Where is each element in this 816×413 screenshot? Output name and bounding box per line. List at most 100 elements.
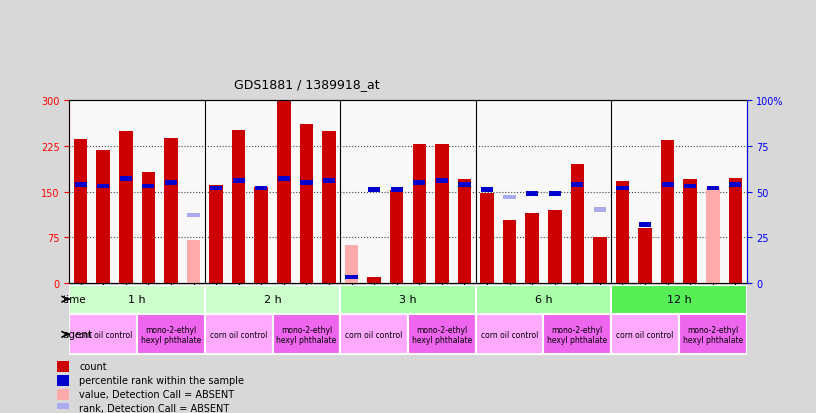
Bar — [662, 183, 674, 187]
Bar — [408, 315, 476, 354]
Text: value, Detection Call = ABSENT: value, Detection Call = ABSENT — [79, 389, 234, 399]
Bar — [69, 285, 205, 314]
Bar — [205, 285, 340, 314]
Bar — [277, 177, 290, 182]
Bar — [503, 221, 517, 283]
Text: 12 h: 12 h — [667, 294, 691, 304]
Text: 6 h: 6 h — [534, 294, 552, 304]
Bar — [255, 188, 268, 283]
Bar — [210, 186, 222, 191]
Bar — [165, 180, 177, 185]
Bar — [299, 124, 313, 283]
Text: corn oil control: corn oil control — [74, 330, 132, 339]
Bar — [684, 180, 697, 283]
Text: mono-2-ethyl
hexyl phthalate: mono-2-ethyl hexyl phthalate — [141, 325, 201, 344]
Bar — [707, 186, 719, 191]
Bar — [255, 186, 268, 191]
Bar — [526, 213, 539, 283]
Bar — [340, 285, 476, 314]
Bar — [459, 183, 471, 187]
Bar — [119, 132, 132, 283]
Bar — [345, 245, 358, 283]
Text: rank, Detection Call = ABSENT: rank, Detection Call = ABSENT — [79, 404, 229, 413]
Text: corn oil control: corn oil control — [616, 330, 674, 339]
Bar — [57, 389, 69, 400]
Bar — [526, 192, 539, 196]
Bar — [729, 179, 742, 283]
Bar — [611, 285, 747, 314]
Bar — [616, 181, 629, 283]
Bar — [679, 315, 747, 354]
Bar — [187, 240, 200, 283]
Text: time: time — [63, 294, 86, 304]
Bar — [593, 237, 606, 283]
Text: mono-2-ethyl
hexyl phthalate: mono-2-ethyl hexyl phthalate — [548, 325, 607, 344]
Bar — [57, 375, 69, 386]
Text: agent: agent — [63, 330, 93, 339]
Bar — [543, 315, 611, 354]
Bar — [571, 183, 583, 187]
Bar — [97, 184, 109, 189]
Bar — [57, 404, 69, 413]
Bar — [684, 184, 696, 189]
Bar — [368, 188, 380, 192]
Bar — [435, 145, 449, 283]
Text: mono-2-ethyl
hexyl phthalate: mono-2-ethyl hexyl phthalate — [412, 325, 472, 344]
Bar — [69, 315, 137, 354]
Bar — [548, 210, 561, 283]
Bar — [188, 214, 200, 218]
Bar — [436, 179, 448, 183]
Bar — [277, 101, 290, 283]
Text: corn oil control: corn oil control — [481, 330, 539, 339]
Bar — [164, 139, 178, 283]
Bar — [300, 180, 313, 185]
Bar — [232, 130, 246, 283]
Bar — [120, 177, 132, 182]
Bar — [476, 285, 611, 314]
Bar — [661, 140, 674, 283]
Bar — [570, 165, 584, 283]
Bar — [730, 183, 742, 187]
Text: percentile rank within the sample: percentile rank within the sample — [79, 375, 244, 385]
Bar — [481, 188, 493, 192]
Text: corn oil control: corn oil control — [210, 330, 268, 339]
Bar — [210, 186, 223, 283]
Text: GDS1881 / 1389918_at: GDS1881 / 1389918_at — [233, 78, 379, 91]
Bar — [323, 179, 335, 183]
Bar — [616, 186, 628, 191]
Text: 3 h: 3 h — [399, 294, 417, 304]
Bar — [611, 315, 679, 354]
Text: mono-2-ethyl
hexyl phthalate: mono-2-ethyl hexyl phthalate — [277, 325, 336, 344]
Bar — [390, 190, 403, 283]
Bar — [142, 173, 155, 283]
Bar — [458, 180, 471, 283]
Text: count: count — [79, 361, 107, 371]
Bar — [345, 275, 357, 280]
Bar — [548, 192, 561, 196]
Bar — [367, 277, 381, 283]
Bar — [74, 183, 86, 187]
Bar — [273, 315, 340, 354]
Bar — [413, 180, 425, 185]
Bar — [639, 223, 651, 227]
Bar — [57, 362, 69, 373]
Bar — [706, 189, 720, 283]
Text: 2 h: 2 h — [264, 294, 282, 304]
Bar — [96, 151, 110, 283]
Text: corn oil control: corn oil control — [345, 330, 403, 339]
Text: mono-2-ethyl
hexyl phthalate: mono-2-ethyl hexyl phthalate — [683, 325, 743, 344]
Bar — [322, 131, 335, 283]
Bar — [233, 179, 245, 183]
Bar — [594, 208, 606, 212]
Bar — [74, 140, 87, 283]
Bar — [503, 195, 516, 200]
Bar — [340, 315, 408, 354]
Text: 1 h: 1 h — [128, 294, 146, 304]
Bar — [638, 228, 652, 283]
Bar — [137, 315, 205, 354]
Bar — [481, 194, 494, 283]
Bar — [205, 315, 273, 354]
Bar — [413, 144, 426, 283]
Bar — [391, 188, 403, 192]
Bar — [476, 315, 543, 354]
